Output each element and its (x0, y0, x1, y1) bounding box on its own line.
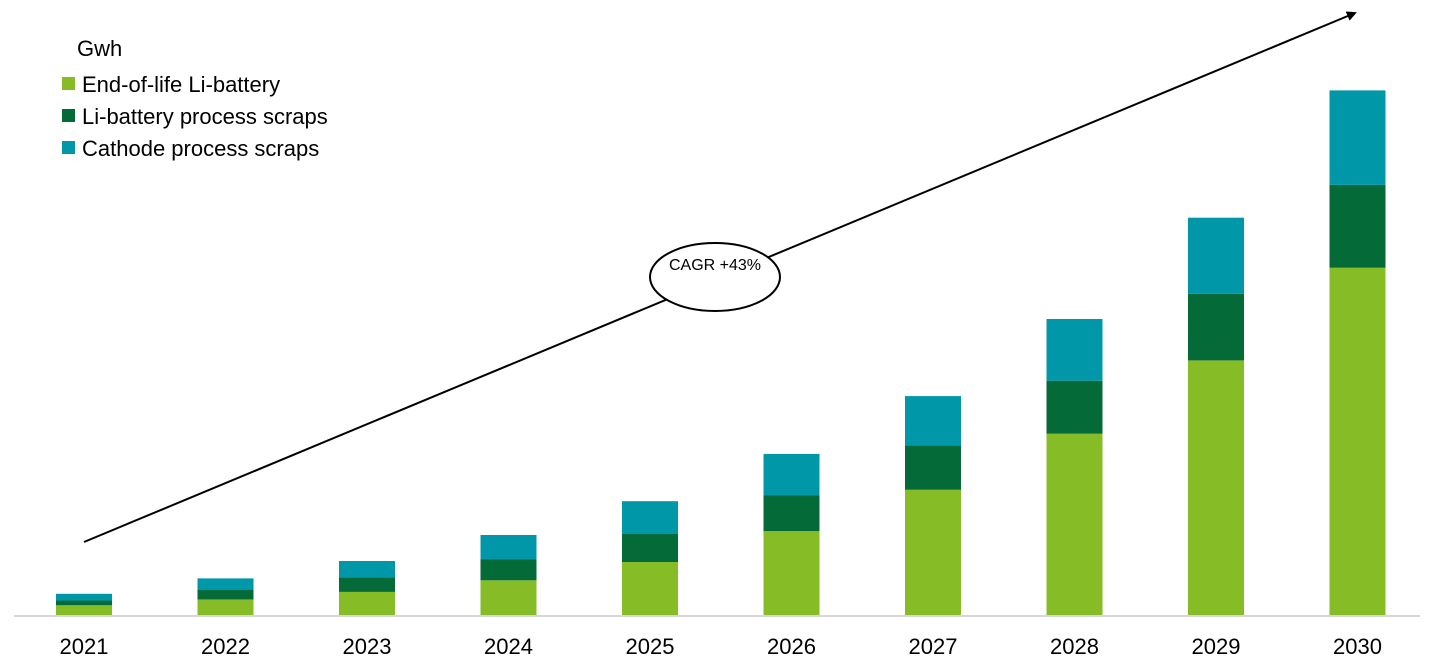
legend-swatch-3 (62, 141, 75, 154)
bars-layer (56, 90, 1386, 615)
bar-segment-2022-series-1 (197, 599, 254, 615)
bar-segment-2025-series-1 (622, 562, 678, 615)
bar-segment-2030-series-3 (1329, 90, 1386, 185)
legend-label-3: Cathode process scraps (82, 136, 319, 161)
bar-segment-2028-series-1 (1046, 433, 1103, 615)
bar-segment-2025-series-3 (622, 501, 678, 534)
bar-segment-2027-series-2 (905, 445, 961, 490)
cagr-annotation-ellipse (649, 242, 781, 312)
x-tick-label-2023: 2023 (343, 634, 392, 659)
x-tick-label-2030: 2030 (1333, 634, 1382, 659)
bar-segment-2021-series-3 (56, 593, 112, 601)
legend-swatch-1 (62, 77, 75, 90)
x-tick-label-2026: 2026 (767, 634, 816, 659)
bar-segment-2026-series-2 (763, 495, 820, 532)
legend-swatch-2 (62, 109, 75, 122)
x-tick-label-2027: 2027 (909, 634, 958, 659)
cagr-annotation-text: CAGR +43% (669, 257, 761, 274)
legend: Gwh End-of-life Li-battery Li-battery pro… (62, 36, 328, 161)
bar-segment-2021-series-2 (56, 600, 112, 606)
bar-segment-2024-series-1 (480, 580, 537, 615)
legend-label-1: End-of-life Li-battery (82, 72, 280, 97)
bar-segment-2028-series-2 (1046, 380, 1103, 434)
bar-segment-2029-series-2 (1188, 293, 1244, 361)
bar-segment-2024-series-3 (480, 535, 537, 560)
bar-segment-2023-series-3 (339, 561, 395, 578)
bar-segment-2021-series-1 (56, 605, 112, 615)
bar-segment-2022-series-3 (197, 578, 254, 590)
bar-segment-2028-series-3 (1046, 319, 1103, 381)
x-tick-label-2024: 2024 (484, 634, 533, 659)
bar-segment-2027-series-3 (905, 396, 961, 446)
x-tick-label-2029: 2029 (1192, 634, 1241, 659)
bar-segment-2029-series-1 (1188, 360, 1244, 615)
bar-segment-2023-series-2 (339, 577, 395, 592)
bar-segment-2022-series-2 (197, 589, 254, 600)
bar-segment-2026-series-1 (763, 531, 820, 615)
bar-segment-2024-series-2 (480, 559, 537, 581)
bar-segment-2025-series-2 (622, 534, 678, 562)
bar-segment-2027-series-1 (905, 489, 961, 615)
x-tick-label-2028: 2028 (1050, 634, 1099, 659)
legend-label-2: Li-battery process scraps (82, 104, 328, 129)
x-tick-label-2021: 2021 (60, 634, 109, 659)
bar-segment-2030-series-1 (1329, 267, 1386, 615)
bar-segment-2026-series-3 (763, 454, 820, 496)
x-tick-label-2022: 2022 (201, 634, 250, 659)
bar-segment-2030-series-2 (1329, 184, 1386, 268)
x-tick-labels: 2021 2022 2023 2024 2025 2026 2027 2028 2029 2030 (60, 634, 1382, 659)
unit-label: Gwh (77, 36, 122, 61)
bar-segment-2029-series-3 (1188, 217, 1244, 294)
x-tick-label-2025: 2025 (626, 634, 675, 659)
bar-segment-2023-series-1 (339, 591, 395, 615)
